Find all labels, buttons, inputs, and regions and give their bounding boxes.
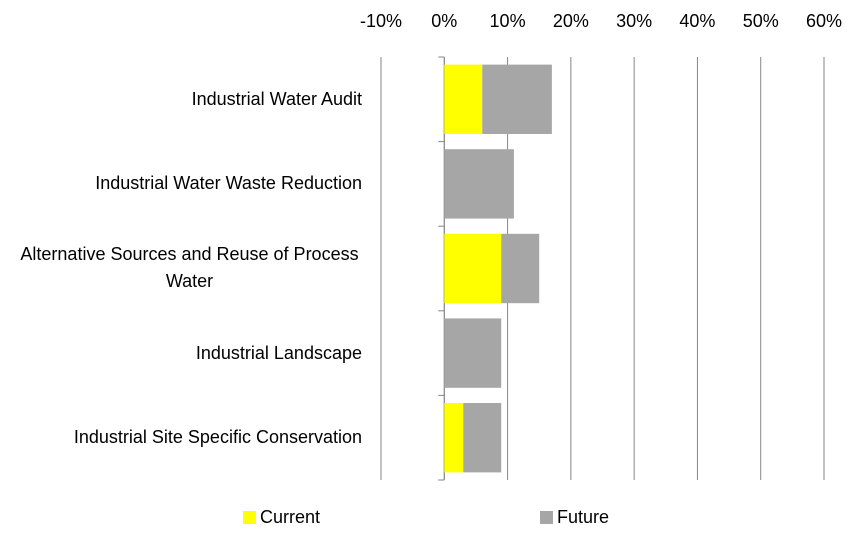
- bar: [444, 318, 502, 388]
- x-tick-label: 40%: [679, 11, 715, 31]
- category-label-box: Industrial Landscape: [17, 311, 362, 396]
- y-tick-label: Industrial Water Waste Reduction: [95, 173, 362, 194]
- legend-label: Current: [260, 507, 320, 527]
- x-tick-label: 60%: [806, 11, 842, 31]
- category-label-box: Industrial Water Waste Reduction: [17, 142, 362, 227]
- x-tick-label: -10%: [360, 11, 402, 31]
- bar: [463, 403, 502, 473]
- legend-label: Future: [557, 507, 609, 527]
- legend-swatch: [243, 511, 256, 524]
- category-label-box: Industrial Water Audit: [17, 57, 362, 142]
- y-tick-label: Alternative Sources and Reuse of Process…: [20, 244, 359, 292]
- x-tick-label: 50%: [743, 11, 779, 31]
- x-tick-label: 30%: [616, 11, 652, 31]
- y-tick-label: Industrial Site Specific Conservation: [73, 427, 362, 448]
- bar: [444, 64, 483, 134]
- x-tick-label: 20%: [553, 11, 589, 31]
- bar: [501, 233, 540, 304]
- bar: [444, 149, 514, 219]
- legend-swatch: [540, 511, 553, 524]
- category-label-box: Alternative Sources and Reuse of Process…: [17, 226, 362, 311]
- category-label-box: Industrial Site Specific Conservation: [17, 395, 362, 480]
- x-tick-label: 10%: [490, 11, 526, 31]
- y-tick-label: Industrial Water Audit: [191, 88, 362, 109]
- x-tick-label: 0%: [431, 11, 457, 31]
- y-tick-label: Industrial Landscape: [195, 342, 362, 363]
- bar: [444, 403, 464, 473]
- bar: [482, 64, 552, 134]
- bar: [444, 233, 502, 304]
